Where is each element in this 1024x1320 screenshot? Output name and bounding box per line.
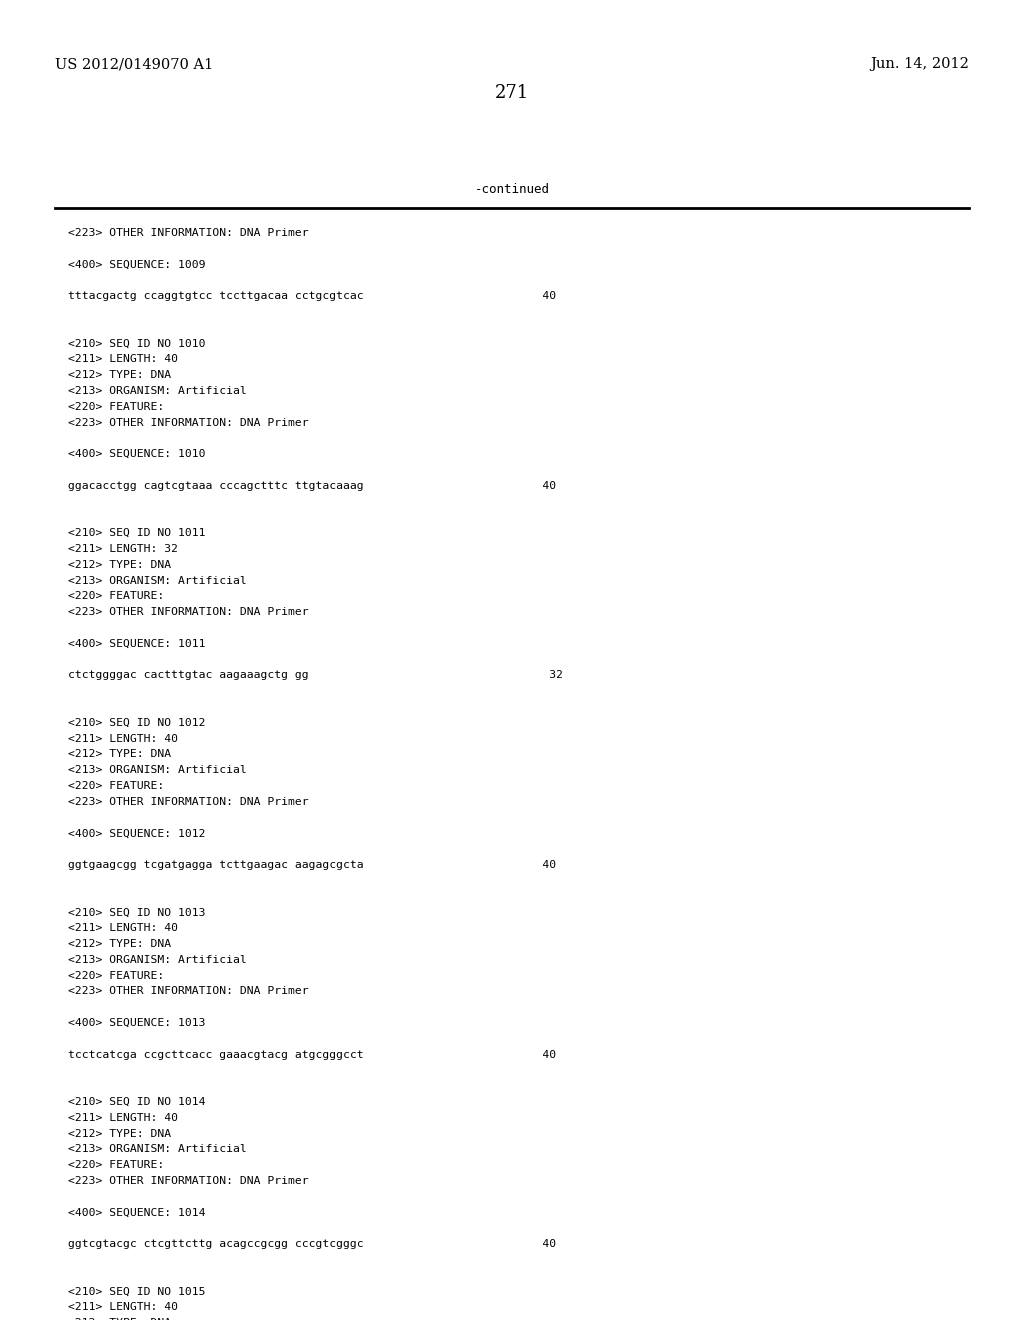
Text: <223> OTHER INFORMATION: DNA Primer: <223> OTHER INFORMATION: DNA Primer — [68, 607, 308, 618]
Text: US 2012/0149070 A1: US 2012/0149070 A1 — [55, 57, 213, 71]
Text: <211> LENGTH: 40: <211> LENGTH: 40 — [68, 923, 178, 933]
Text: <223> OTHER INFORMATION: DNA Primer: <223> OTHER INFORMATION: DNA Primer — [68, 228, 308, 238]
Text: <210> SEQ ID NO 1015: <210> SEQ ID NO 1015 — [68, 1287, 206, 1296]
Text: <210> SEQ ID NO 1014: <210> SEQ ID NO 1014 — [68, 1097, 206, 1107]
Text: <213> ORGANISM: Artificial: <213> ORGANISM: Artificial — [68, 954, 247, 965]
Text: <220> FEATURE:: <220> FEATURE: — [68, 401, 164, 412]
Text: <211> LENGTH: 40: <211> LENGTH: 40 — [68, 734, 178, 743]
Text: <400> SEQUENCE: 1011: <400> SEQUENCE: 1011 — [68, 639, 206, 649]
Text: <210> SEQ ID NO 1012: <210> SEQ ID NO 1012 — [68, 718, 206, 727]
Text: <220> FEATURE:: <220> FEATURE: — [68, 1160, 164, 1171]
Text: <212> TYPE: DNA: <212> TYPE: DNA — [68, 560, 171, 570]
Text: tttacgactg ccaggtgtcc tccttgacaa cctgcgtcac                          40: tttacgactg ccaggtgtcc tccttgacaa cctgcgt… — [68, 292, 556, 301]
Text: <223> OTHER INFORMATION: DNA Primer: <223> OTHER INFORMATION: DNA Primer — [68, 986, 308, 997]
Text: <212> TYPE: DNA: <212> TYPE: DNA — [68, 1319, 171, 1320]
Text: <213> ORGANISM: Artificial: <213> ORGANISM: Artificial — [68, 1144, 247, 1155]
Text: <213> ORGANISM: Artificial: <213> ORGANISM: Artificial — [68, 766, 247, 775]
Text: <212> TYPE: DNA: <212> TYPE: DNA — [68, 750, 171, 759]
Text: <400> SEQUENCE: 1014: <400> SEQUENCE: 1014 — [68, 1208, 206, 1217]
Text: ggacacctgg cagtcgtaaa cccagctttc ttgtacaaag                          40: ggacacctgg cagtcgtaaa cccagctttc ttgtaca… — [68, 480, 556, 491]
Text: Jun. 14, 2012: Jun. 14, 2012 — [870, 57, 969, 71]
Text: <210> SEQ ID NO 1013: <210> SEQ ID NO 1013 — [68, 907, 206, 917]
Text: <210> SEQ ID NO 1010: <210> SEQ ID NO 1010 — [68, 339, 206, 348]
Text: <212> TYPE: DNA: <212> TYPE: DNA — [68, 370, 171, 380]
Text: <400> SEQUENCE: 1009: <400> SEQUENCE: 1009 — [68, 260, 206, 269]
Text: <400> SEQUENCE: 1010: <400> SEQUENCE: 1010 — [68, 449, 206, 459]
Text: <211> LENGTH: 40: <211> LENGTH: 40 — [68, 1303, 178, 1312]
Text: <400> SEQUENCE: 1013: <400> SEQUENCE: 1013 — [68, 1018, 206, 1028]
Text: ggtgaagcgg tcgatgagga tcttgaagac aagagcgcta                          40: ggtgaagcgg tcgatgagga tcttgaagac aagagcg… — [68, 861, 556, 870]
Text: <223> OTHER INFORMATION: DNA Primer: <223> OTHER INFORMATION: DNA Primer — [68, 797, 308, 807]
Text: <223> OTHER INFORMATION: DNA Primer: <223> OTHER INFORMATION: DNA Primer — [68, 417, 308, 428]
Text: -continued: -continued — [474, 183, 550, 195]
Text: <211> LENGTH: 32: <211> LENGTH: 32 — [68, 544, 178, 554]
Text: <213> ORGANISM: Artificial: <213> ORGANISM: Artificial — [68, 576, 247, 586]
Text: <223> OTHER INFORMATION: DNA Primer: <223> OTHER INFORMATION: DNA Primer — [68, 1176, 308, 1185]
Text: <400> SEQUENCE: 1012: <400> SEQUENCE: 1012 — [68, 829, 206, 838]
Text: <220> FEATURE:: <220> FEATURE: — [68, 591, 164, 602]
Text: <212> TYPE: DNA: <212> TYPE: DNA — [68, 1129, 171, 1139]
Text: <212> TYPE: DNA: <212> TYPE: DNA — [68, 939, 171, 949]
Text: 271: 271 — [495, 84, 529, 102]
Text: tcctcatcga ccgcttcacc gaaacgtacg atgcgggcct                          40: tcctcatcga ccgcttcacc gaaacgtacg atgcggg… — [68, 1049, 556, 1060]
Text: <220> FEATURE:: <220> FEATURE: — [68, 781, 164, 791]
Text: <210> SEQ ID NO 1011: <210> SEQ ID NO 1011 — [68, 528, 206, 539]
Text: <213> ORGANISM: Artificial: <213> ORGANISM: Artificial — [68, 385, 247, 396]
Text: <211> LENGTH: 40: <211> LENGTH: 40 — [68, 1113, 178, 1123]
Text: ctctggggac cactttgtac aagaaagctg gg                                   32: ctctggggac cactttgtac aagaaagctg gg 32 — [68, 671, 563, 680]
Text: ggtcgtacgc ctcgttcttg acagccgcgg cccgtcgggc                          40: ggtcgtacgc ctcgttcttg acagccgcgg cccgtcg… — [68, 1239, 556, 1249]
Text: <220> FEATURE:: <220> FEATURE: — [68, 970, 164, 981]
Text: <211> LENGTH: 40: <211> LENGTH: 40 — [68, 354, 178, 364]
